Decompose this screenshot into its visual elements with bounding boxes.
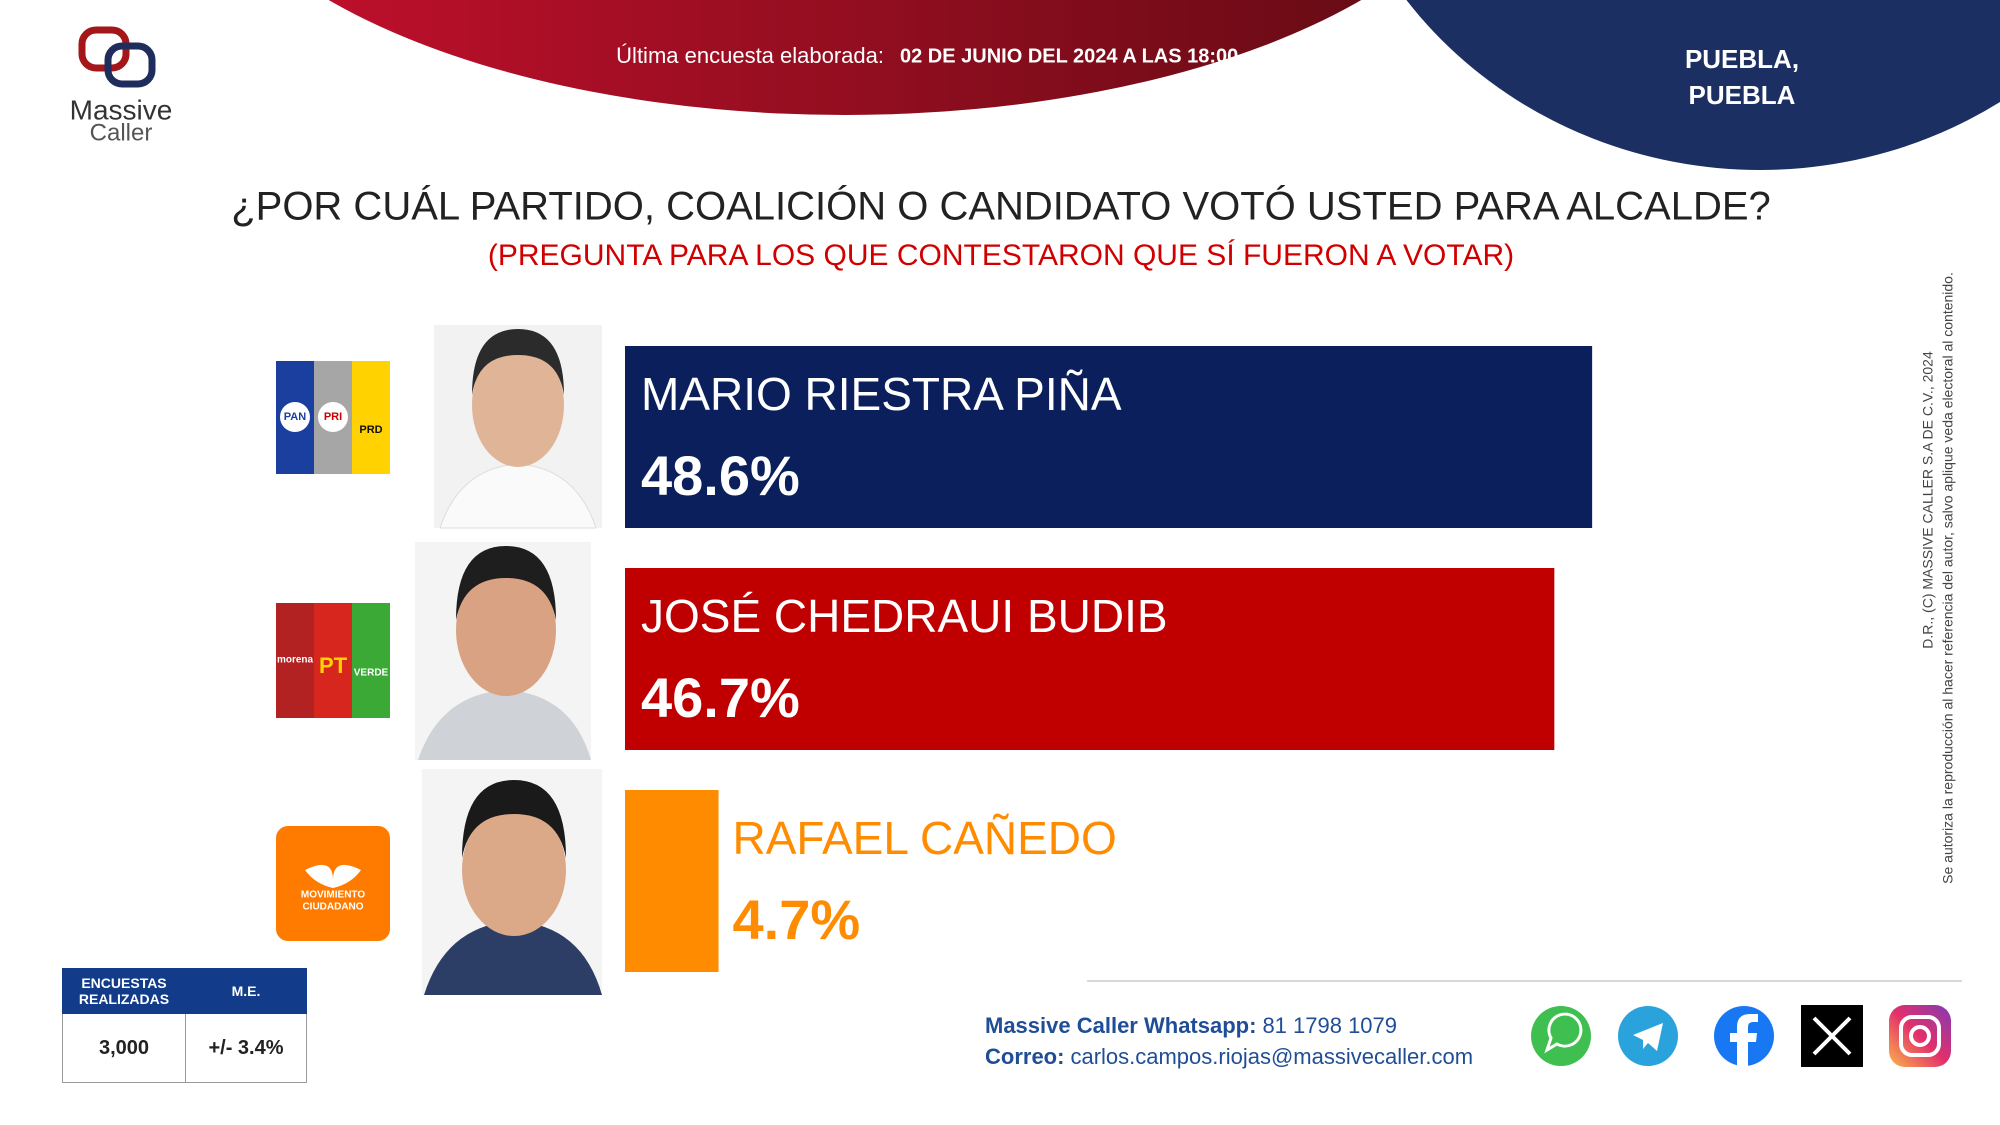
stats-row: 3,000 +/- 3.4%	[62, 1013, 307, 1083]
logo-stripe	[352, 361, 390, 474]
logo-eagle	[305, 864, 361, 888]
social-icons	[1531, 1005, 1951, 1067]
chart-title: ¿POR CUÁL PARTIDO, COALICIÓN O CANDIDATO…	[231, 184, 1771, 229]
photo-shirt	[418, 690, 591, 760]
stats-header: M.E.	[185, 968, 307, 1014]
stats-table: ENCUESTAS REALIZADAS M.E. 3,000 +/- 3.4%	[62, 968, 307, 1083]
party-name: PRI	[324, 411, 342, 423]
stats-cell: +/- 3.4%	[185, 1013, 307, 1083]
photo-hair	[456, 546, 556, 620]
value-label: 4.7%	[733, 888, 861, 951]
logo-stripe	[276, 603, 314, 718]
party-logo: MOVIMIENTO CIUDADANO	[276, 826, 390, 941]
whatsapp-glyph	[1544, 1012, 1583, 1054]
candidate-name: MARIO RIESTRA PIÑA	[641, 368, 1122, 420]
party-name: PT	[319, 653, 348, 678]
survey-date: 02 DE JUNIO DEL 2024 A LAS 18:00	[900, 45, 1238, 67]
contact-label: Correo:	[985, 1044, 1064, 1069]
photo-hair	[462, 780, 566, 858]
value-label: 48.6%	[641, 444, 800, 507]
contact-line: Correo: carlos.campos.riojas@massivecalle…	[985, 1044, 1473, 1069]
instagram-glyph	[1909, 1025, 1931, 1047]
photo-hair	[472, 329, 564, 395]
logo-text: Massive	[70, 94, 173, 125]
party-name: CIUDADANO	[302, 902, 363, 913]
header-blue-shape	[1406, 0, 2000, 170]
contact-value: 81 1798 1079	[1262, 1013, 1397, 1038]
logo-stripe	[352, 603, 390, 718]
bar	[625, 346, 1593, 528]
candidate-name: JOSÉ CHEDRAUI BUDIB	[641, 590, 1168, 642]
logo-bubble-blue	[104, 42, 156, 88]
bar	[625, 790, 719, 972]
photo-face	[456, 564, 556, 696]
telegram-glyph	[1633, 1023, 1663, 1051]
location: PUEBLA,	[1685, 44, 1799, 74]
contact-value: carlos.campos.riojas@massivecaller.com	[1070, 1044, 1473, 1069]
stats-header-row: ENCUESTAS REALIZADAS M.E.	[62, 968, 307, 1014]
photo-suit	[424, 921, 602, 995]
photo-face	[462, 804, 566, 936]
party-name: PRD	[359, 424, 382, 436]
chart-subtitle: (PREGUNTA PARA LOS QUE CONTESTARON QUE S…	[488, 239, 1514, 272]
logo: Massive Caller	[70, 26, 173, 146]
contact-label: Massive Caller Whatsapp:	[985, 1013, 1256, 1038]
party-logo: morena PT VERDE	[276, 603, 390, 718]
facebook-glyph	[1730, 1014, 1758, 1066]
candidate-photo	[415, 542, 591, 760]
logo-stripe	[314, 603, 352, 718]
bar	[625, 568, 1555, 750]
candidate-name: RAFAEL CAÑEDO	[733, 812, 1117, 864]
logo-circle	[280, 402, 310, 432]
survey-label: Última encuesta elaborada:	[616, 43, 884, 68]
x-glyph	[1812, 1016, 1852, 1056]
location: PUEBLA	[1689, 80, 1796, 110]
candidate-photo	[434, 325, 602, 529]
logo-text: Caller	[90, 119, 153, 146]
header-red-shape	[328, 0, 1362, 115]
party-name: MOVIMIENTO	[301, 890, 365, 901]
party-name: VERDE	[354, 668, 389, 679]
party-name: PAN	[284, 411, 306, 423]
instagram-icon[interactable]	[1889, 1005, 1951, 1067]
stats-cell: 3,000	[62, 1013, 186, 1083]
candidate-photo	[422, 769, 602, 995]
disclaimer: Se autoriza la reproducción al hacer ref…	[1940, 272, 1956, 884]
disclaimer: D.R., (C) MASSIVE CALLER S.A DE C.V., 20…	[1920, 351, 1936, 649]
stats-header: ENCUESTAS REALIZADAS	[62, 968, 186, 1014]
photo-face	[472, 343, 564, 467]
value-label: 46.7%	[641, 666, 800, 729]
logo-circle	[318, 402, 348, 432]
party-name: morena	[277, 655, 314, 666]
contact-line: Massive Caller Whatsapp: 81 1798 1079	[985, 1013, 1397, 1038]
party-logo: PAN PRI PRD	[276, 361, 390, 474]
instagram-glyph	[1899, 1015, 1941, 1057]
